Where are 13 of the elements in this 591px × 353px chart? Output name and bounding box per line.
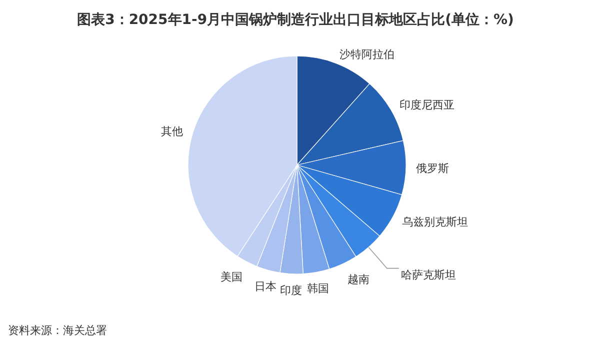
slice-label: 日本 — [254, 280, 277, 293]
slice-label: 印度尼西亚 — [399, 98, 454, 112]
slice-label: 韩国 — [307, 282, 330, 296]
slice-label: 乌兹别克斯坦 — [402, 215, 468, 228]
slice-label: 哈萨克斯坦 — [400, 268, 456, 282]
slice-label: 其他 — [160, 125, 183, 138]
slice-label: 沙特阿拉伯 — [339, 48, 394, 61]
slice-label: 美国 — [220, 270, 242, 284]
text: 资料来源：海关总署 — [8, 324, 107, 337]
slice-label: 越南 — [347, 272, 370, 286]
slice-label: 印度 — [280, 284, 302, 297]
chart-title: 图表3：2025年1-9月中国锅炉制造行业出口目标地区占比(单位：%) — [77, 11, 514, 28]
slice-label: 俄罗斯 — [416, 162, 449, 175]
